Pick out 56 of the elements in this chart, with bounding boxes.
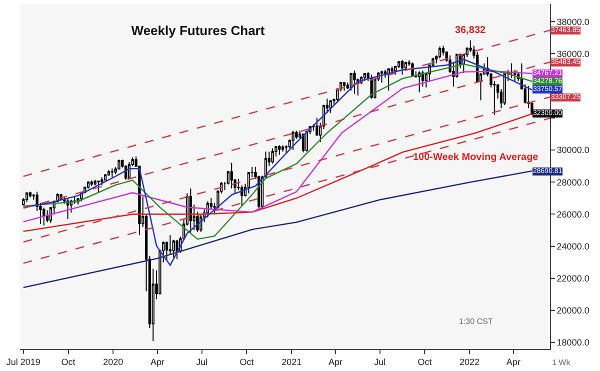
candlestick (172, 239, 175, 258)
x-tick-label: Apr (328, 356, 342, 367)
x-tick-label: Jul (196, 356, 208, 367)
annotation: 100-Week Moving Average (413, 152, 539, 163)
candlestick (86, 180, 90, 190)
candlestick (230, 162, 233, 190)
x-tick-label: Oct (240, 356, 254, 367)
y-tick-label: 24000.0 (556, 241, 590, 252)
x-tick-label: Oct (418, 356, 432, 367)
y-tick-label: 30000.0 (556, 145, 590, 156)
candlestick (90, 180, 94, 187)
candlestick (110, 168, 114, 178)
candlestick (25, 192, 28, 203)
candlestick (342, 81, 346, 92)
annotation: 1:30 CST (459, 317, 493, 326)
candlestick (510, 62, 513, 78)
candlestick (363, 72, 366, 82)
y-tick-label: 28000.0 (556, 177, 590, 188)
candlestick (404, 61, 408, 70)
x-tick-label: Jul (374, 356, 386, 367)
candlestick (28, 191, 32, 198)
candlestick (176, 239, 178, 260)
y-tick-label: 18000.0 (556, 338, 590, 348)
x-tick-label: Oct (61, 356, 76, 367)
x-tick-label: 2020 (103, 356, 124, 367)
text: 1 Wk (552, 358, 572, 367)
candlestick (271, 148, 274, 164)
candlestick (438, 46, 442, 60)
candlestick (46, 210, 49, 223)
y-tick-label: 36000.0 (556, 48, 590, 59)
annotation: 36,832 (455, 25, 486, 36)
x-tick-label: Apr (150, 356, 165, 367)
candlestick (350, 72, 352, 92)
x-tick-label: 2021 (282, 356, 302, 367)
candlestick (104, 174, 107, 182)
candlestick (66, 198, 70, 220)
x-tick-label: Jul 2019 (6, 356, 40, 367)
text: Weekly Futures Chart (131, 23, 266, 38)
candlestick (292, 130, 294, 151)
candlestick (278, 144, 281, 156)
candlestick (380, 70, 384, 84)
candlestick (281, 144, 284, 152)
y-tick-label: 20000.0 (556, 306, 590, 316)
x-tick-label: Apr (506, 356, 520, 367)
y-tick-label: 26000.0 (556, 209, 590, 220)
candlestick (42, 207, 46, 226)
y-tick-label: 22000.0 (556, 274, 590, 284)
candlestick (394, 65, 397, 76)
candlestick (97, 180, 100, 194)
candlestick (353, 70, 356, 94)
candlestick (118, 159, 120, 170)
candlestick (107, 170, 110, 176)
candlestick (189, 188, 192, 234)
y-tick-label: 38000.0 (556, 16, 590, 27)
candlestick (400, 60, 404, 76)
x-tick-label: 2022 (460, 356, 480, 367)
